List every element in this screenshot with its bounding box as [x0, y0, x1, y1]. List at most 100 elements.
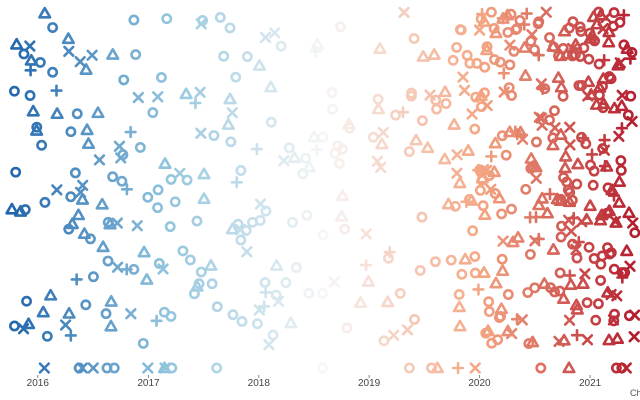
- circle-marker: [107, 171, 119, 183]
- circle-marker: [549, 286, 561, 298]
- circle-marker: [456, 268, 468, 280]
- plus-marker: [598, 133, 611, 147]
- circle-marker: [240, 225, 252, 236]
- cross-marker: [38, 362, 51, 374]
- cross-marker: [401, 324, 414, 336]
- plus-marker: [617, 8, 630, 22]
- circle-marker: [488, 22, 500, 34]
- cross-marker: [598, 144, 611, 156]
- circle-marker: [414, 265, 426, 276]
- circle-marker: [165, 173, 177, 185]
- circle-marker: [130, 49, 142, 61]
- triangle-marker: [611, 58, 625, 71]
- cross-marker: [564, 121, 576, 133]
- circle-marker: [224, 22, 236, 34]
- triangle-marker: [5, 202, 19, 215]
- triangle-marker: [475, 171, 489, 184]
- circle-marker: [455, 24, 467, 36]
- cross-marker: [485, 183, 497, 196]
- circle-marker: [549, 105, 560, 117]
- triangle-marker: [557, 24, 572, 37]
- triangle-marker: [381, 295, 395, 308]
- circle-marker: [431, 103, 443, 115]
- circle-marker: [184, 254, 196, 266]
- circle-marker: [615, 164, 627, 176]
- circle-marker: [137, 337, 149, 349]
- circle-marker: [394, 287, 406, 299]
- circle-marker: [211, 301, 223, 313]
- circle-marker: [275, 40, 287, 52]
- triangle-marker: [559, 149, 573, 162]
- cross-marker: [87, 362, 99, 374]
- circle-marker: [453, 289, 465, 300]
- triangle-marker: [501, 324, 515, 337]
- triangle-marker: [373, 42, 387, 54]
- triangle-marker: [558, 161, 572, 174]
- circle-marker: [416, 211, 428, 223]
- triangle-marker: [79, 63, 93, 75]
- circle-marker: [333, 158, 345, 169]
- circle-marker: [153, 258, 165, 269]
- circle-marker: [447, 54, 459, 66]
- circle-marker: [530, 136, 542, 148]
- plus-marker: [120, 183, 134, 196]
- triangle-marker: [96, 240, 110, 253]
- circle-marker: [416, 115, 428, 127]
- circle-marker: [169, 196, 181, 208]
- circle-marker: [10, 166, 22, 178]
- circle-marker: [265, 116, 277, 128]
- circle-marker: [451, 41, 463, 53]
- circle-marker: [609, 308, 620, 320]
- triangle-marker: [438, 152, 452, 165]
- circle-marker: [524, 248, 536, 260]
- circle-marker: [556, 220, 567, 232]
- circle-marker: [372, 93, 384, 105]
- cross-marker: [111, 261, 124, 273]
- circle-marker: [71, 108, 83, 120]
- circle-marker: [615, 155, 627, 167]
- cross-marker: [17, 323, 30, 335]
- edge-label: Ch: [630, 388, 640, 398]
- circle-marker: [118, 74, 130, 86]
- circle-marker: [610, 362, 622, 374]
- cross-marker: [195, 127, 207, 139]
- triangle-marker: [452, 300, 466, 313]
- circle-marker: [39, 196, 51, 208]
- circle-marker: [247, 216, 258, 228]
- circle-marker: [300, 152, 312, 164]
- circle-marker: [409, 313, 420, 325]
- circle-marker: [483, 296, 495, 308]
- circle-marker: [445, 254, 457, 266]
- triangle-marker: [65, 217, 79, 230]
- circle-marker: [116, 175, 128, 187]
- cross-marker: [563, 314, 576, 326]
- circle-marker: [426, 362, 437, 374]
- triangle-marker: [556, 292, 571, 305]
- circle-marker: [581, 297, 593, 309]
- circle-marker: [408, 33, 420, 45]
- triangle-marker: [569, 38, 583, 50]
- cross-marker: [157, 263, 169, 275]
- circle-marker: [297, 168, 309, 180]
- circle-marker: [142, 191, 154, 203]
- circle-marker: [539, 83, 551, 95]
- triangle-marker: [620, 244, 634, 257]
- cross-marker: [24, 40, 36, 52]
- cross-marker: [530, 172, 542, 185]
- cross-marker: [628, 331, 640, 343]
- circle-marker: [403, 362, 415, 374]
- circle-marker: [575, 25, 587, 37]
- triangle-marker: [562, 361, 576, 374]
- cross-marker: [195, 18, 207, 30]
- triangle-marker: [104, 319, 118, 332]
- cross-marker: [605, 288, 617, 301]
- triangle-marker: [537, 277, 551, 289]
- triangle-marker: [569, 298, 584, 311]
- circle-marker: [592, 298, 604, 310]
- circle-marker: [479, 61, 491, 73]
- x-tick-label: 2018: [248, 378, 271, 389]
- triangle-marker: [474, 89, 488, 101]
- triangle-marker: [554, 128, 568, 140]
